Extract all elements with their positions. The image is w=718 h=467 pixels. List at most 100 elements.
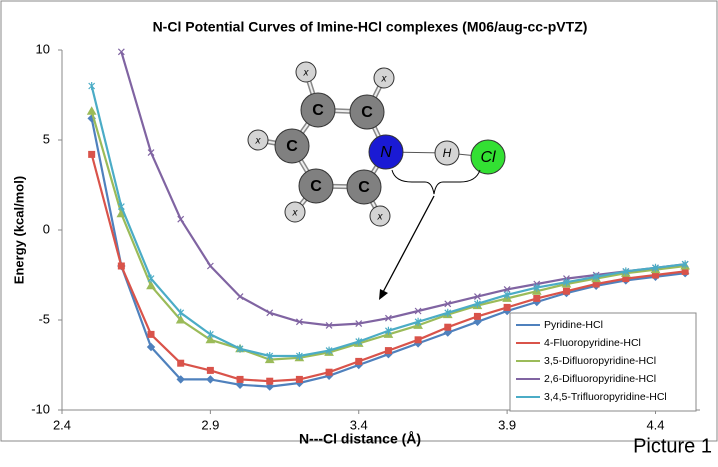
legend-box: [509, 312, 697, 412]
marker: [266, 309, 274, 317]
marker: [681, 260, 689, 269]
atom: [368, 134, 404, 170]
marker: [295, 375, 303, 383]
marker: [206, 375, 215, 384]
legend-label: 2,6-Difluoropyridine-HCl: [544, 373, 656, 385]
legend-label: 3,5-Difluoropyridine-HCl: [544, 355, 656, 367]
marker: [177, 215, 185, 223]
legend-label: Pyridine-HCl: [544, 319, 603, 331]
marker: [443, 328, 452, 337]
marker: [236, 293, 244, 301]
marker: [474, 293, 481, 301]
marker: [473, 312, 481, 320]
marker: [503, 290, 511, 299]
atom-label: x: [377, 212, 384, 223]
marker: [325, 368, 333, 376]
atom: [346, 169, 382, 205]
atom-label: Cl: [480, 149, 496, 166]
marker: [444, 300, 452, 308]
atom-label: N: [380, 144, 392, 161]
marker: [88, 82, 96, 90]
marker: [652, 263, 659, 272]
marker: [325, 346, 333, 355]
atom-label: C: [286, 138, 298, 155]
marker: [622, 267, 630, 276]
marker: [384, 314, 392, 322]
marker: [533, 283, 541, 292]
y-tick-label: 5: [43, 131, 50, 146]
y-tick-label: -5: [38, 311, 50, 326]
marker: [176, 375, 185, 384]
marker: [147, 149, 155, 157]
marker: [206, 366, 214, 374]
x-tick-label: 2.4: [53, 417, 71, 432]
marker: [414, 307, 422, 315]
legend-label: 3,4,5-Trifluoropyridine-HCl: [544, 391, 667, 403]
atom: [295, 61, 317, 83]
atom: [284, 201, 306, 223]
marker: [355, 357, 363, 365]
atom-label: x: [303, 68, 310, 79]
marker: [473, 317, 482, 327]
brace: [391, 169, 481, 195]
marker: [117, 202, 125, 211]
atom: [274, 128, 310, 164]
marker: [177, 308, 185, 317]
marker: [205, 334, 216, 344]
marker: [503, 285, 511, 293]
marker: [236, 344, 244, 353]
atom: [298, 168, 334, 204]
atom-label: C: [310, 178, 322, 195]
marker: [117, 262, 125, 270]
marker: [384, 326, 392, 335]
marker: [444, 323, 452, 331]
marker: [563, 278, 570, 287]
marker: [355, 320, 363, 328]
atom-label: x: [292, 208, 299, 219]
atom-label: C: [312, 102, 324, 119]
marker: [146, 280, 156, 290]
atom-label: C: [361, 104, 373, 121]
marker: [236, 375, 244, 383]
atom-label: H: [443, 146, 452, 160]
legend-label: 4-Fluoropyridine-HCl: [544, 337, 641, 349]
series-line: [120, 51, 686, 327]
marker: [206, 262, 214, 270]
x-tick-label: 3.9: [498, 417, 516, 432]
caption: Picture 1: [633, 435, 712, 457]
marker: [355, 337, 363, 346]
marker: [592, 272, 600, 281]
arrow: [381, 195, 435, 295]
marker: [414, 317, 422, 326]
marker: [474, 299, 481, 308]
atom: [373, 67, 395, 89]
atom-label: x: [381, 74, 388, 85]
x-tick-label: 3.4: [350, 417, 368, 432]
x-axis-label: N---Cl distance (Å): [299, 431, 421, 447]
marker: [503, 303, 511, 311]
chart-title: N-Cl Potential Curves of Imine-HCl compl…: [153, 19, 588, 35]
y-tick-label: -10: [31, 401, 50, 416]
marker: [295, 318, 303, 326]
atom-label: x: [255, 136, 262, 147]
arrow-head: [379, 289, 388, 300]
marker: [266, 352, 274, 360]
y-tick-label: 0: [43, 221, 50, 236]
marker: [175, 314, 186, 324]
marker: [384, 347, 392, 355]
y-axis-label: Energy (kcal/mol): [11, 176, 26, 284]
molecule: C C N C C Cx x x x x H Cl: [247, 61, 506, 300]
marker: [117, 48, 125, 56]
y-tick-label: 10: [36, 41, 50, 56]
marker: [266, 377, 274, 385]
atom: [349, 94, 385, 130]
marker: [147, 274, 155, 283]
marker: [86, 106, 97, 115]
x-tick-label: 4.4: [646, 417, 664, 432]
marker: [177, 359, 185, 367]
marker: [147, 330, 155, 338]
marker: [325, 321, 333, 329]
atom: [470, 139, 506, 175]
atom: [369, 205, 391, 227]
